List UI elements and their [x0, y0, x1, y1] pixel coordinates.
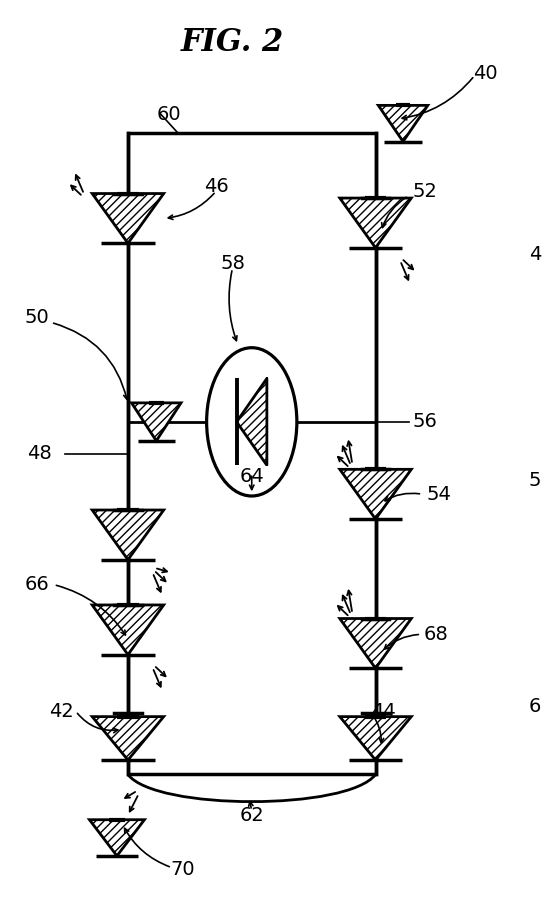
Text: 6: 6	[529, 697, 541, 717]
Circle shape	[207, 347, 297, 496]
Text: 50: 50	[25, 308, 50, 327]
Polygon shape	[340, 198, 411, 248]
Polygon shape	[92, 717, 164, 760]
Polygon shape	[237, 378, 267, 465]
Polygon shape	[340, 619, 411, 668]
Polygon shape	[92, 193, 164, 243]
Text: 46: 46	[204, 177, 228, 196]
Text: 70: 70	[171, 860, 195, 879]
Text: 64: 64	[239, 466, 264, 485]
Text: 5: 5	[529, 471, 541, 490]
Polygon shape	[340, 717, 411, 760]
Polygon shape	[340, 469, 411, 519]
Text: 68: 68	[424, 625, 448, 644]
Polygon shape	[378, 105, 428, 141]
Text: 4: 4	[529, 245, 541, 264]
Text: 48: 48	[28, 444, 53, 463]
Text: 62: 62	[239, 805, 264, 824]
Text: 58: 58	[220, 254, 245, 273]
Polygon shape	[90, 820, 144, 856]
Text: 60: 60	[157, 105, 181, 124]
Text: 56: 56	[413, 413, 437, 432]
Text: 52: 52	[413, 181, 437, 200]
Polygon shape	[92, 510, 164, 560]
Polygon shape	[132, 403, 181, 441]
Text: 66: 66	[25, 575, 50, 594]
Text: 40: 40	[473, 64, 498, 83]
Polygon shape	[92, 605, 164, 655]
Text: 44: 44	[372, 702, 396, 721]
Text: 42: 42	[50, 702, 74, 721]
Text: FIG. 2: FIG. 2	[181, 26, 284, 57]
Bar	[128, 132, 375, 775]
Text: 54: 54	[426, 484, 451, 503]
